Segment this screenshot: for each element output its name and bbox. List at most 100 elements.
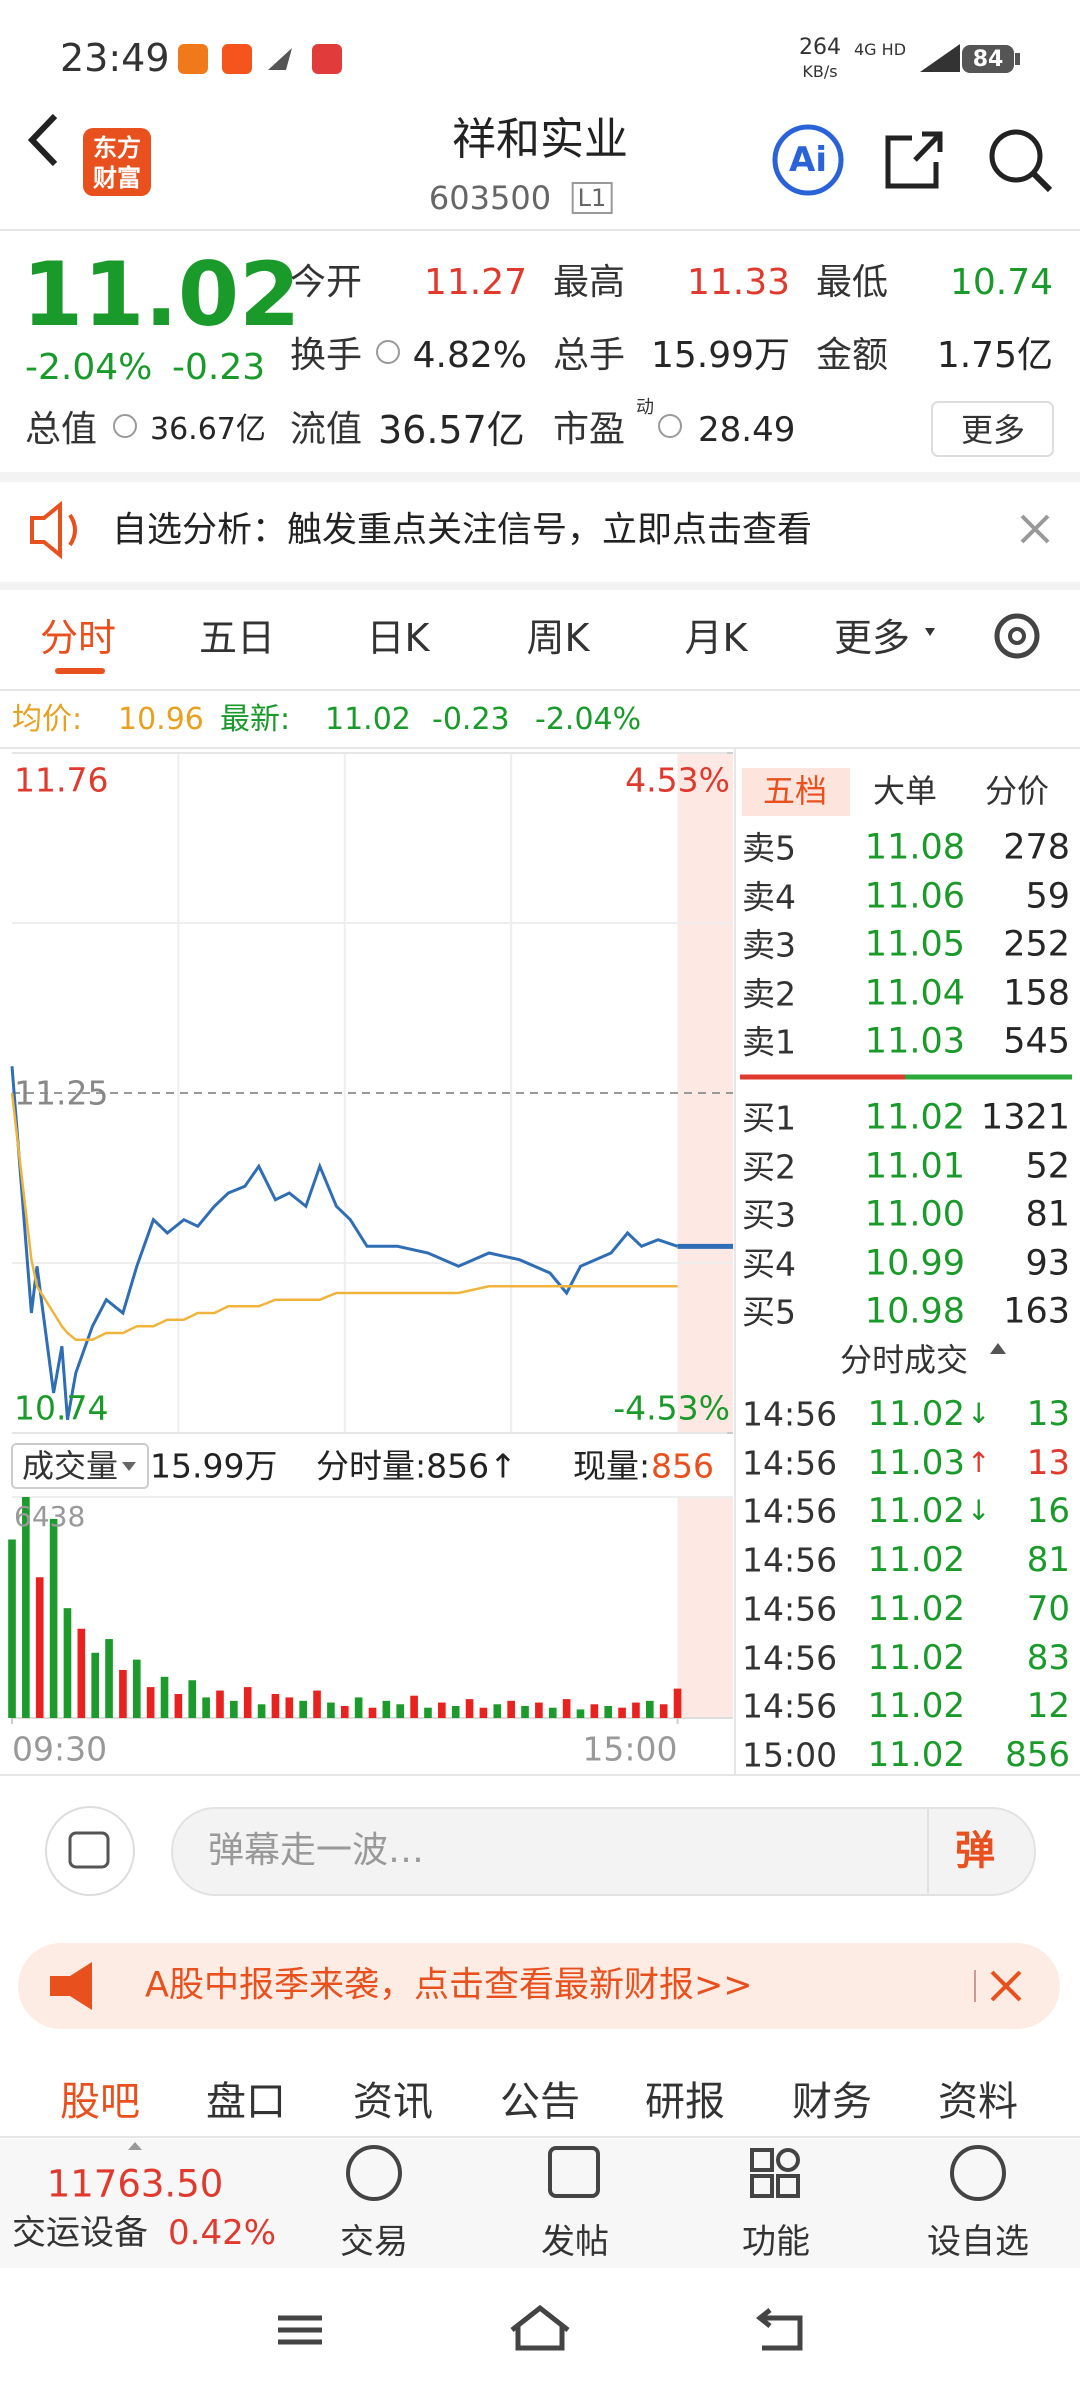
- book-volume: 1321: [980, 1097, 1070, 1138]
- chart-tab[interactable]: 周K: [526, 616, 590, 660]
- trade-price: 11.02: [867, 1394, 965, 1434]
- content-tab[interactable]: 公告: [500, 2079, 580, 2125]
- volume-bar: [590, 1704, 599, 1718]
- func-icon: [776, 2174, 800, 2198]
- book-tab[interactable]: 五档: [762, 772, 828, 810]
- volume-selector[interactable]: [11, 1443, 149, 1489]
- battery-tip: [1015, 53, 1020, 65]
- nav-back[interactable]: [755, 2308, 803, 2351]
- comment-input[interactable]: [171, 1807, 1036, 1896]
- notice-text[interactable]: 自选分析：触发重点关注信号，立即点击查看: [112, 510, 813, 551]
- volume-bar: [410, 1695, 418, 1718]
- volume-bar: [479, 1707, 488, 1718]
- trade-time: 14:56: [742, 1638, 838, 1677]
- volume-bar: [632, 1702, 640, 1718]
- info-icon[interactable]: [658, 414, 682, 438]
- volume-bar: [91, 1652, 100, 1718]
- quote-value: 11.33: [686, 262, 790, 303]
- trade-icon: [346, 2145, 402, 2201]
- content-tab[interactable]: 股吧: [60, 2079, 140, 2125]
- action-button[interactable]: 发帖: [541, 2222, 609, 2262]
- logo-text: 财富: [93, 164, 141, 192]
- book-tab[interactable]: 大单: [872, 772, 938, 810]
- trades-title: 分时成交: [839, 1341, 968, 1379]
- trade-volume: 83: [1026, 1637, 1070, 1678]
- volume-bar: [313, 1690, 321, 1718]
- x-tick-label: 15:00: [582, 1729, 678, 1769]
- chart-tab[interactable]: 分时: [39, 616, 117, 660]
- action-button[interactable]: 交易: [340, 2222, 408, 2262]
- chart-tab[interactable]: 更多: [833, 616, 911, 660]
- nav-menu[interactable]: [278, 2315, 322, 2345]
- chart-tab[interactable]: 月K: [684, 616, 748, 660]
- info-icon[interactable]: [376, 340, 400, 364]
- content-tab[interactable]: 研报: [645, 2079, 725, 2125]
- quote-label: 市盈: [553, 409, 626, 450]
- book-price: 11.01: [864, 1146, 965, 1186]
- action-button[interactable]: 设自选: [927, 2222, 1029, 2262]
- trade-price: 11.03: [867, 1442, 965, 1483]
- more-label[interactable]: 更多: [960, 411, 1026, 449]
- content-tab[interactable]: 财务: [792, 2079, 872, 2125]
- battery-icon: [962, 45, 1014, 73]
- volume-bar: [618, 1707, 626, 1718]
- banner-text[interactable]: A股中报季来袭，点击查看最新财报>>: [145, 1965, 753, 2006]
- tool-icon: [68, 1831, 110, 1869]
- stock-name: 祥和实业: [452, 114, 628, 165]
- trade-time: 14:56: [742, 1540, 838, 1580]
- logo-text: 东方: [93, 134, 141, 162]
- func-icon: [776, 2148, 800, 2172]
- book-tab[interactable]: 分价: [984, 772, 1050, 810]
- danmaku-button[interactable]: 弹: [955, 1828, 995, 1874]
- volume-bar: [673, 1688, 682, 1718]
- collapse-arrow[interactable]: [990, 1343, 1006, 1354]
- close-notice[interactable]: [1020, 514, 1050, 544]
- trade-price: 11.02: [867, 1637, 965, 1678]
- back-button[interactable]: [27, 113, 58, 167]
- chart-tab[interactable]: 五日: [198, 616, 276, 660]
- volume-bar: [8, 1539, 16, 1718]
- quote-value: 1.75亿: [936, 335, 1053, 376]
- index-change: 0.42%: [168, 2213, 277, 2253]
- content-tab[interactable]: 资讯: [353, 2079, 433, 2125]
- avg-label: 均价:: [12, 702, 83, 737]
- search-handle: [1030, 170, 1053, 193]
- tab-underline: [55, 668, 105, 674]
- book-price: 11.06: [864, 876, 965, 916]
- func-icon: [750, 2148, 774, 2172]
- volume-label: 成交量: [22, 1447, 119, 1485]
- info-icon[interactable]: [113, 414, 137, 438]
- quote-value: 36.67亿: [150, 412, 266, 447]
- volume-bar: [562, 1699, 571, 1718]
- trade-time: 14:56: [742, 1491, 838, 1531]
- ai-button[interactable]: [772, 124, 844, 196]
- chart-tab[interactable]: 日K: [366, 616, 430, 660]
- book-level: 买3: [742, 1195, 796, 1235]
- book-price: 11.08: [864, 827, 965, 868]
- action-button[interactable]: 功能: [742, 2222, 810, 2262]
- clock: 23:49: [60, 36, 170, 80]
- search-button[interactable]: [989, 129, 1043, 183]
- nav-home[interactable]: [510, 2304, 570, 2351]
- book-volume: 278: [1003, 827, 1070, 868]
- content-tab[interactable]: 资料: [938, 2079, 1018, 2125]
- content-tab[interactable]: 盘口: [206, 2079, 286, 2125]
- volume-bar: [396, 1704, 405, 1718]
- share-button[interactable]: [885, 131, 943, 189]
- comment-placeholder[interactable]: 弹幕走一波…: [208, 1830, 425, 1871]
- index-value[interactable]: 11763.50: [46, 2162, 224, 2206]
- close-banner[interactable]: [990, 1970, 1022, 2002]
- change: -0.23: [172, 347, 266, 388]
- more-button[interactable]: [931, 401, 1054, 457]
- banner[interactable]: [18, 1943, 1060, 2029]
- trade-price: 11.02: [867, 1588, 965, 1629]
- change-pct: -2.04%: [535, 702, 642, 737]
- last-label: 最新:: [220, 702, 291, 737]
- tool-button[interactable]: [45, 1806, 135, 1896]
- app-icon: [222, 44, 252, 74]
- trade-volume: 13: [1026, 1442, 1070, 1483]
- volume-bar: [382, 1700, 391, 1718]
- current-volume: 856: [651, 1446, 714, 1486]
- settings-button[interactable]: [994, 613, 1040, 659]
